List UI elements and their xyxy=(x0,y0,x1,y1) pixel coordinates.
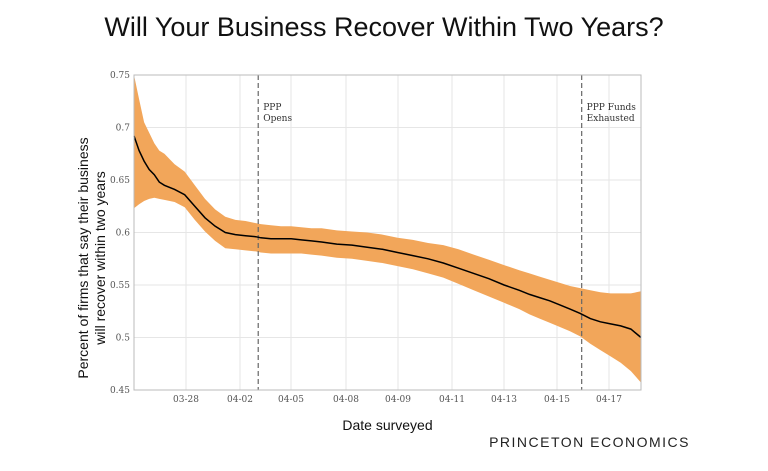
x-tick-label-3: 04-08 xyxy=(333,395,359,405)
x-tick-label-4: 04-09 xyxy=(385,395,411,405)
event-label-0-line-0: PPP xyxy=(263,103,281,113)
y-tick-label-4: 0.65 xyxy=(110,176,130,186)
series-line xyxy=(133,135,642,339)
x-tick-label-7: 04-15 xyxy=(544,395,570,405)
y-tick-label-3: 0.6 xyxy=(116,229,131,239)
y-tick-label-6: 0.75 xyxy=(110,71,130,81)
y-tick-label-1: 0.5 xyxy=(116,334,131,344)
x-tick-label-5: 04-11 xyxy=(439,395,465,405)
brand-wordmark: PRINCETON ECONOMICS xyxy=(489,434,690,450)
event-label-1-line-1: Exhausted xyxy=(587,114,635,124)
x-tick-label-2: 04-05 xyxy=(278,395,304,405)
x-axis-label: Date surveyed xyxy=(342,417,433,433)
chart-title: Will Your Business Recover Within Two Ye… xyxy=(104,12,664,42)
x-tick-label-1: 04-02 xyxy=(227,395,253,405)
event-label-0-line-1: Opens xyxy=(263,114,292,124)
y-tick-label-2: 0.55 xyxy=(110,281,130,291)
confidence-band xyxy=(134,75,641,383)
x-tick-label-8: 04-17 xyxy=(596,395,622,405)
x-tick-label-6: 04-13 xyxy=(491,395,517,405)
event-label-1-line-0: PPP Funds xyxy=(587,103,637,113)
y-tick-label-5: 0.7 xyxy=(116,124,131,134)
x-tick-label-0: 03-28 xyxy=(173,395,199,405)
plot-frame xyxy=(133,74,642,391)
y-tick-label-0: 0.45 xyxy=(110,386,130,396)
